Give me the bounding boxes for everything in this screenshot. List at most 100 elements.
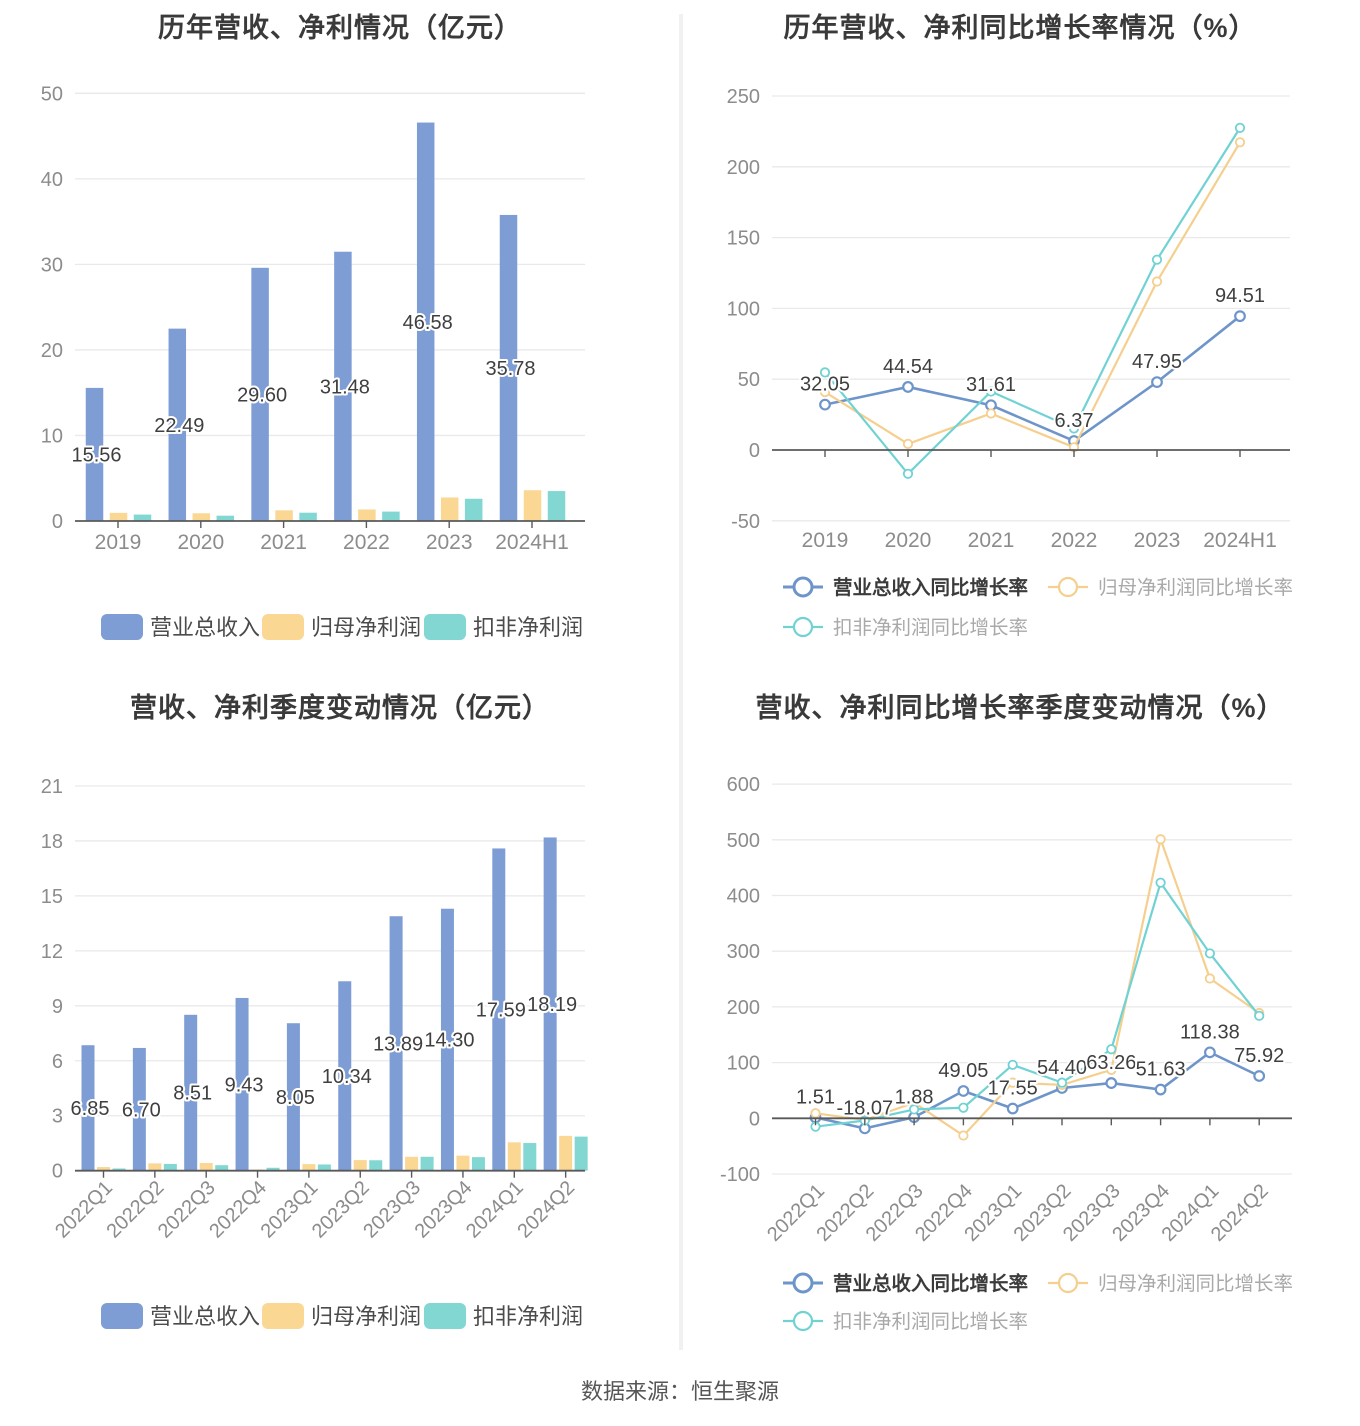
- bar-quarterly-revenue-profit-s1-2022Q3[interactable]: [199, 1163, 213, 1171]
- point-annual-growth-rate-s1-2021[interactable]: [985, 408, 997, 419]
- bar-quarterly-revenue-profit-s2-2024Q2[interactable]: [574, 1136, 588, 1171]
- point-annual-growth-rate-s1-2023[interactable]: [1151, 276, 1163, 287]
- point-annual-growth-rate-s0-2023[interactable]: [1151, 376, 1163, 389]
- point-annual-growth-rate-s2-2023[interactable]: [1151, 254, 1163, 265]
- legend-label-annual-revenue-profit-1[interactable]: 归母净利润: [311, 615, 421, 640]
- point-quarterly-growth-rate-s1-2022Q4[interactable]: [958, 1130, 969, 1141]
- bar-annual-revenue-profit-s2-2020[interactable]: [216, 515, 235, 521]
- legend-label-quarterly-growth-rate-1[interactable]: 归母净利润同比增长率: [1098, 1273, 1293, 1295]
- bar-quarterly-revenue-profit-s1-2023Q1[interactable]: [302, 1164, 316, 1171]
- point-quarterly-growth-rate-s1-2022Q1[interactable]: [810, 1108, 821, 1119]
- bar-annual-revenue-profit-s2-2021[interactable]: [299, 512, 317, 521]
- point-annual-growth-rate-s1-2019[interactable]: [819, 386, 831, 398]
- point-quarterly-growth-rate-s0-2022Q4[interactable]: [957, 1085, 970, 1097]
- legend-swatch-quarterly-revenue-profit-2[interactable]: [424, 1303, 466, 1329]
- legend-label-annual-growth-rate-1[interactable]: 归母净利润同比增长率: [1098, 577, 1293, 599]
- point-quarterly-growth-rate-s1-2023Q3[interactable]: [1106, 1064, 1117, 1075]
- point-annual-growth-rate-s0-2024H1[interactable]: [1234, 310, 1246, 323]
- point-quarterly-growth-rate-s2-2022Q3[interactable]: [909, 1104, 920, 1115]
- legend-label-quarterly-growth-rate-0[interactable]: 营业总收入同比增长率: [833, 1272, 1028, 1295]
- legend-label-annual-growth-rate-2[interactable]: 扣非净利润同比增长率: [833, 617, 1028, 639]
- point-quarterly-growth-rate-s0-2023Q4[interactable]: [1154, 1083, 1167, 1096]
- point-quarterly-growth-rate-s0-2023Q1[interactable]: [1006, 1102, 1019, 1115]
- legend-swatch-quarterly-revenue-profit-0[interactable]: [101, 1303, 143, 1329]
- point-quarterly-growth-rate-s2-2023Q3[interactable]: [1106, 1044, 1117, 1055]
- point-annual-growth-rate-s0-2019[interactable]: [819, 398, 831, 411]
- bar-quarterly-revenue-profit-s2-2022Q4[interactable]: [266, 1167, 280, 1171]
- point-quarterly-growth-rate-s0-2023Q3[interactable]: [1105, 1077, 1118, 1089]
- point-annual-growth-rate-s2-2022[interactable]: [1068, 423, 1080, 434]
- bar-annual-revenue-profit-s1-2022[interactable]: [358, 509, 376, 521]
- bar-quarterly-revenue-profit-s1-2023Q3[interactable]: [405, 1156, 419, 1171]
- legend-swatch-annual-revenue-profit-1[interactable]: [262, 614, 304, 640]
- legend-label-annual-growth-rate-0[interactable]: 营业总收入同比增长率: [833, 576, 1028, 599]
- legend-label-quarterly-revenue-profit-0[interactable]: 营业总收入: [150, 1304, 260, 1329]
- bar-quarterly-revenue-profit-s2-2022Q2[interactable]: [163, 1163, 177, 1171]
- bar-quarterly-revenue-profit-s2-2023Q1[interactable]: [317, 1164, 331, 1171]
- bar-annual-revenue-profit-s2-2023[interactable]: [464, 498, 483, 521]
- legend-marker-annual-growth-rate-2[interactable]: [792, 616, 814, 638]
- point-quarterly-growth-rate-s0-2024Q2[interactable]: [1253, 1070, 1266, 1082]
- bar-quarterly-revenue-profit-s1-2024Q1[interactable]: [507, 1142, 521, 1171]
- legend-marker-annual-growth-rate-1[interactable]: [1057, 576, 1079, 598]
- bar-quarterly-revenue-profit-s0-2022Q2[interactable]: [132, 1047, 146, 1171]
- point-quarterly-growth-rate-s1-2023Q1[interactable]: [1007, 1077, 1018, 1088]
- point-quarterly-growth-rate-s2-2023Q4[interactable]: [1155, 877, 1166, 888]
- legend-label-quarterly-revenue-profit-2[interactable]: 扣非净利润: [473, 1304, 583, 1329]
- point-quarterly-growth-rate-s2-2022Q4[interactable]: [958, 1102, 969, 1113]
- bar-quarterly-revenue-profit-s0-2023Q2[interactable]: [338, 981, 352, 1171]
- bar-quarterly-revenue-profit-s0-2022Q3[interactable]: [184, 1014, 198, 1171]
- legend-label-annual-revenue-profit-0[interactable]: 营业总收入: [150, 615, 260, 640]
- bar-quarterly-revenue-profit-s1-2022Q1[interactable]: [97, 1167, 110, 1171]
- bar-annual-revenue-profit-s2-2022[interactable]: [382, 511, 400, 521]
- point-quarterly-growth-rate-s2-2023Q2[interactable]: [1056, 1077, 1068, 1088]
- legend-label-quarterly-revenue-profit-1[interactable]: 归母净利润: [311, 1304, 421, 1329]
- bar-annual-revenue-profit-s0-2024H1[interactable]: [499, 214, 518, 522]
- bar-quarterly-revenue-profit-s0-2023Q4[interactable]: [440, 908, 454, 1171]
- bar-quarterly-revenue-profit-s1-2022Q2[interactable]: [148, 1163, 162, 1171]
- legend-marker-quarterly-growth-rate-1[interactable]: [1057, 1272, 1079, 1294]
- legend-label-annual-revenue-profit-2[interactable]: 扣非净利润: [473, 615, 583, 640]
- point-quarterly-growth-rate-s0-2024Q1[interactable]: [1204, 1046, 1216, 1059]
- bar-annual-revenue-profit-s1-2020[interactable]: [192, 513, 211, 521]
- point-annual-growth-rate-s2-2020[interactable]: [902, 468, 914, 479]
- legend-marker-quarterly-growth-rate-0[interactable]: [792, 1272, 814, 1294]
- bar-annual-revenue-profit-s1-2023[interactable]: [440, 497, 459, 521]
- bar-quarterly-revenue-profit-s0-2023Q3[interactable]: [389, 916, 403, 1171]
- bar-annual-revenue-profit-s0-2022[interactable]: [334, 251, 352, 521]
- point-annual-growth-rate-s2-2024H1[interactable]: [1234, 122, 1246, 133]
- bar-annual-revenue-profit-s0-2019[interactable]: [85, 387, 104, 521]
- legend-marker-quarterly-growth-rate-2[interactable]: [792, 1310, 814, 1332]
- point-quarterly-growth-rate-s2-2024Q2[interactable]: [1254, 1010, 1265, 1021]
- bar-quarterly-revenue-profit-s2-2023Q4[interactable]: [471, 1157, 485, 1171]
- point-annual-growth-rate-s2-2021[interactable]: [985, 386, 997, 397]
- point-annual-growth-rate-s1-2024H1[interactable]: [1234, 137, 1246, 148]
- legend-label-quarterly-growth-rate-2[interactable]: 扣非净利润同比增长率: [833, 1311, 1028, 1333]
- bar-quarterly-revenue-profit-s2-2023Q3[interactable]: [420, 1156, 434, 1171]
- legend-swatch-annual-revenue-profit-0[interactable]: [101, 614, 143, 640]
- bar-quarterly-revenue-profit-s1-2024Q2[interactable]: [559, 1135, 573, 1171]
- legend-swatch-annual-revenue-profit-2[interactable]: [424, 614, 466, 640]
- bar-quarterly-revenue-profit-s0-2024Q1[interactable]: [492, 848, 506, 1171]
- bar-quarterly-revenue-profit-s1-2023Q4[interactable]: [456, 1155, 470, 1171]
- legend-marker-annual-growth-rate-0[interactable]: [792, 576, 814, 598]
- bar-annual-revenue-profit-s2-2024H1[interactable]: [547, 491, 566, 521]
- point-annual-growth-rate-s1-2020[interactable]: [902, 438, 914, 450]
- bar-annual-revenue-profit-s1-2019[interactable]: [109, 512, 128, 521]
- bar-annual-revenue-profit-s1-2021[interactable]: [275, 510, 293, 521]
- bar-annual-revenue-profit-s1-2024H1[interactable]: [523, 490, 542, 521]
- legend-swatch-quarterly-revenue-profit-1[interactable]: [262, 1303, 304, 1329]
- bar-quarterly-revenue-profit-s0-2022Q4[interactable]: [235, 997, 249, 1171]
- point-quarterly-growth-rate-s1-2024Q1[interactable]: [1204, 973, 1216, 984]
- bar-quarterly-revenue-profit-s2-2022Q1[interactable]: [112, 1168, 126, 1171]
- point-quarterly-growth-rate-s2-2023Q1[interactable]: [1007, 1059, 1018, 1070]
- bar-annual-revenue-profit-s0-2023[interactable]: [416, 122, 435, 521]
- bar-quarterly-revenue-profit-s2-2022Q3[interactable]: [215, 1165, 229, 1171]
- point-quarterly-growth-rate-s2-2024Q1[interactable]: [1204, 948, 1216, 959]
- bar-quarterly-revenue-profit-s1-2023Q2[interactable]: [353, 1160, 367, 1171]
- bar-quarterly-revenue-profit-s0-2022Q1[interactable]: [81, 1045, 95, 1171]
- point-quarterly-growth-rate-s1-2023Q4[interactable]: [1155, 834, 1166, 845]
- bar-annual-revenue-profit-s0-2020[interactable]: [168, 328, 187, 521]
- bar-quarterly-revenue-profit-s0-2024Q2[interactable]: [543, 837, 557, 1171]
- bar-quarterly-revenue-profit-s2-2023Q2[interactable]: [369, 1160, 383, 1171]
